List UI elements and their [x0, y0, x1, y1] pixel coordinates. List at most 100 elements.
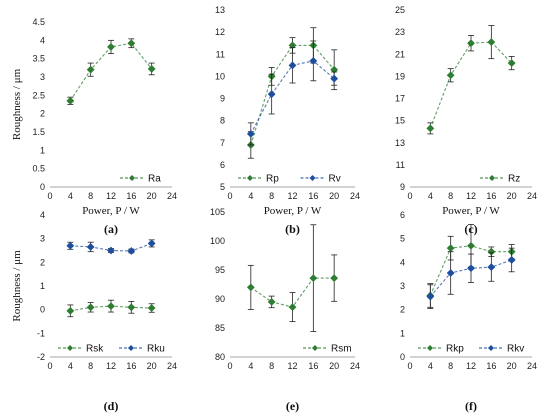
panel-f-x-tick-label: 12 [466, 361, 476, 371]
panel-a-y-axis-label: Roughness / μm [11, 68, 23, 140]
panel-e: 80 85 90 95 100 105 0 4 8 12 16 20 24 (e) Rsm [210, 207, 360, 413]
panel-e-x-tick-label: 4 [248, 361, 253, 371]
panel-d-y-tick-label: 4 [40, 210, 45, 220]
panel-c-data-point-rz [426, 124, 435, 133]
panel-d-data-point-rku [127, 247, 136, 255]
panel-b-x-tick-label: 20 [329, 191, 339, 201]
panel-b-legend-entry: Rv [329, 174, 341, 185]
panel-d-data-point-rsk [66, 306, 75, 315]
panel-d-y-tick-label: 2 [40, 257, 45, 267]
panel-e-x-tick-label: 24 [350, 361, 360, 371]
panel-a-legend-marker [129, 175, 135, 181]
panel-c-y-tick-label: 9 [400, 182, 405, 192]
panel-c-x-tick-label: 12 [466, 191, 476, 201]
panel-f-x-tick-label: 8 [448, 361, 453, 371]
panel-b-data-point-rv [267, 90, 276, 98]
panel-a-data-point-ra [147, 65, 156, 73]
panel-f-y-tick-label: 2 [400, 305, 405, 315]
panel-d-x-tick-label: 0 [47, 361, 52, 371]
panel-b-y-tick-label: 9 [220, 94, 225, 104]
panel-f-x-tick-label: 0 [407, 361, 412, 371]
panel-f-y-tick-label: 6 [400, 210, 405, 220]
panel-f-data-point-rkv [487, 263, 496, 271]
panel-a-legend-entry: Ra [148, 174, 161, 185]
panel-a-x-tick-label: 0 [47, 191, 52, 201]
panel-f-data-point-rkv [426, 292, 435, 301]
panel-f-legend-entry: Rkp [446, 344, 464, 355]
panel-d-data-point-rku [66, 241, 75, 250]
panel-b-y-tick-label: 6 [220, 160, 225, 170]
panel-e-y-tick-label: 80 [215, 352, 225, 362]
panel-b-y-tick-label: 12 [215, 27, 225, 37]
panel-d-x-tick-label: 24 [167, 361, 177, 371]
panel-d-data-point-rsk [86, 303, 95, 312]
panel-d-x-tick-label: 16 [126, 361, 136, 371]
panel-d-y-tick-label: -1 [37, 328, 45, 338]
panel-f-data-point-rkv [507, 256, 516, 264]
panel-f-x-tick-label: 4 [428, 361, 433, 371]
panel-f-y-tick-label: 0 [400, 352, 405, 362]
panel-e-legend-marker [312, 345, 318, 351]
panel-b-x-tick-label: 12 [287, 191, 297, 201]
panel-b-data-point-rv [309, 56, 318, 65]
panel-d-data-point-rsk [127, 303, 136, 312]
panel-d-legend-entry: Rsk [86, 344, 104, 355]
panel-a-y-tick-label: 1 [40, 145, 45, 155]
panel-d-data-point-rku [147, 239, 156, 248]
panel-d-y-axis-label: Roughness / μm [11, 250, 23, 322]
panel-b-label: (b) [285, 222, 300, 236]
panel-c-x-tick-label: 8 [448, 191, 453, 201]
panel-f-legend-entry: Rkv [507, 344, 524, 355]
panel-a-y-tick-label: 0.5 [32, 164, 45, 174]
panel-e-x-tick-label: 12 [287, 361, 297, 371]
panel-c-y-tick-label: 25 [395, 5, 405, 15]
panel-b-y-tick-label: 7 [220, 138, 225, 148]
panel-a-data-point-ra [107, 43, 115, 51]
panel-b-data-point-rv [288, 61, 297, 70]
panel-d-legend-entry: Rku [147, 344, 165, 355]
panel-b-legend-entry: Rp [266, 174, 279, 185]
panel-e-x-tick-label: 0 [227, 361, 232, 371]
panel-a-y-tick-label: 0 [40, 182, 45, 192]
panel-c-data-point-rz [487, 38, 496, 46]
panel-b-legend-marker [309, 175, 316, 181]
panel-d-data-point-rku [86, 243, 95, 251]
panel-b-y-tick-label: 5 [220, 182, 225, 192]
panel-c-x-tick-label: 16 [486, 191, 496, 201]
panel-e-data-point-rsm [246, 283, 255, 292]
panel-f-y-tick-label: 5 [400, 234, 405, 244]
panel-b-x-tick-label: 16 [308, 191, 318, 201]
panel-f-x-tick-label: 16 [486, 361, 496, 371]
panel-c-data-point-rz [446, 71, 455, 80]
panel-b-data-point-rv [330, 74, 339, 83]
panel-e-x-tick-label: 20 [329, 361, 339, 371]
panel-a-y-tick-label: 2.5 [32, 90, 45, 100]
panel-e-y-tick-label: 100 [210, 236, 225, 246]
panel-d-x-tick-label: 20 [147, 361, 157, 371]
panel-a-y-tick-label: 1.5 [32, 127, 45, 137]
panel-c-y-tick-label: 11 [396, 160, 405, 170]
panel-c-x-tick-label: 4 [428, 191, 433, 201]
panel-d-x-tick-label: 12 [106, 361, 116, 371]
panel-d-x-tick-label: 8 [88, 361, 93, 371]
panel-f-data-point-rkp [446, 244, 455, 253]
panel-e-y-tick-label: 85 [215, 323, 225, 333]
panel-f-x-tick-label: 24 [527, 361, 537, 371]
panel-b-x-tick-label: 4 [248, 191, 253, 201]
panel-d-y-tick-label: 3 [40, 234, 45, 244]
panel-e-label: (e) [286, 399, 299, 413]
panel-e-x-tick-label: 16 [308, 361, 318, 371]
panel-e-data-point-rsm [309, 274, 318, 283]
panel-b-x-tick-label: 0 [227, 191, 232, 201]
panel-a-x-tick-label: 4 [68, 191, 73, 201]
panel-c-legend-marker [489, 175, 495, 181]
panel-a-y-tick-label: 3 [40, 72, 45, 82]
panel-d-y-tick-label: -2 [37, 352, 45, 362]
panel-b-y-tick-label: 8 [220, 116, 225, 126]
panel-a-x-axis-label: Power, P / W [82, 205, 140, 217]
panel-e-data-point-rsm [330, 274, 339, 283]
panel-a-x-tick-label: 24 [167, 191, 177, 201]
panel-f-y-tick-label: 3 [400, 281, 405, 291]
panel-d-legend-marker [67, 345, 73, 351]
